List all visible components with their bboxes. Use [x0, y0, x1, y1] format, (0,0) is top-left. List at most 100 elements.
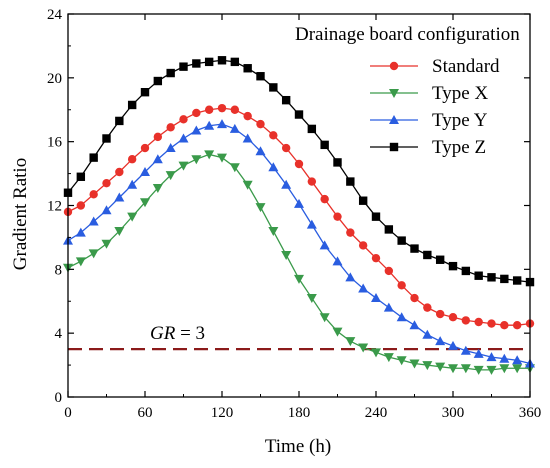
data-point-type-z	[192, 59, 201, 68]
data-point-type-x	[127, 212, 138, 222]
x-tick-label: 180	[288, 405, 311, 421]
data-point-type-y	[255, 146, 266, 156]
data-point-type-x	[242, 180, 253, 190]
data-point-type-y	[101, 205, 112, 215]
data-point-standard	[435, 309, 445, 319]
data-point-standard	[307, 177, 317, 186]
data-point-type-z	[281, 95, 291, 105]
legend-title: Drainage board configuration	[295, 24, 520, 45]
y-tick-label: 24	[47, 7, 63, 23]
axes-layer: 0 60 120 180 240 300 360 0 4 8 12 16 20 24	[47, 7, 541, 421]
data-point-type-y	[396, 312, 407, 322]
data-point-type-z	[487, 273, 496, 282]
data-point-standard	[76, 201, 86, 210]
data-point-type-x	[332, 327, 343, 337]
data-point-type-x	[165, 171, 176, 181]
data-point-type-z	[384, 225, 394, 234]
data-point-type-y	[127, 179, 138, 189]
data-point-type-y	[435, 336, 446, 346]
data-point-type-y	[114, 192, 125, 202]
legend-marker-type-x	[389, 89, 399, 98]
data-point-type-x	[358, 343, 369, 353]
data-point-type-y	[152, 154, 163, 164]
data-point-type-y	[88, 216, 99, 226]
series-type-y	[63, 119, 535, 368]
data-point-type-y	[178, 133, 189, 143]
data-point-type-x	[140, 198, 150, 208]
legend: Drainage board configuration Standard Typ…	[295, 24, 520, 158]
data-point-type-x	[191, 155, 202, 165]
data-point-type-x	[88, 249, 99, 259]
data-point-type-z	[204, 57, 214, 67]
data-point-type-y	[460, 345, 471, 355]
data-point-standard	[423, 303, 432, 312]
threshold-annotation-rest: = 3	[175, 323, 205, 344]
x-tick-label: 240	[365, 405, 388, 421]
data-point-type-z	[320, 140, 329, 150]
legend-item-type-z: Type Z	[370, 137, 486, 158]
data-point-type-x	[229, 163, 240, 173]
data-point-type-x	[345, 337, 356, 347]
data-point-standard	[461, 316, 471, 325]
data-point-type-z	[115, 116, 124, 126]
data-point-type-z	[346, 177, 355, 186]
data-point-type-x	[152, 183, 163, 193]
data-point-type-z	[127, 100, 137, 110]
data-point-type-y	[204, 120, 215, 130]
x-tick-label: 120	[211, 405, 234, 421]
data-point-standard	[333, 212, 342, 221]
legend-item-standard: Standard	[370, 56, 500, 77]
data-point-type-x	[422, 361, 433, 371]
data-point-type-x	[396, 356, 407, 366]
legend-marker-standard	[389, 61, 399, 71]
data-point-type-y	[499, 353, 510, 363]
data-point-type-z	[269, 83, 278, 92]
legend-label-standard: Standard	[432, 56, 500, 77]
legend-marker-type-z	[389, 142, 399, 152]
data-point-standard	[500, 320, 509, 330]
data-point-type-y	[281, 179, 292, 189]
data-point-type-x	[512, 364, 523, 374]
x-tick-label: 60	[138, 405, 153, 421]
data-point-standard	[166, 123, 175, 132]
data-point-type-x	[319, 313, 330, 323]
y-tick-label: 0	[55, 390, 63, 406]
data-point-type-x	[460, 364, 471, 374]
data-point-type-z	[243, 64, 252, 73]
data-point-type-z	[102, 134, 111, 143]
data-point-standard	[281, 143, 291, 153]
data-point-standard	[487, 319, 496, 328]
data-point-type-z	[307, 124, 317, 134]
data-point-standard	[346, 228, 355, 237]
data-point-standard	[256, 119, 265, 129]
threshold-annotation: GR = 3	[150, 323, 205, 344]
data-point-type-y	[268, 162, 279, 172]
series-line-type-x	[67, 153, 530, 371]
data-point-standard	[204, 105, 214, 114]
data-point-type-z	[166, 68, 175, 78]
data-point-standard	[140, 143, 150, 153]
data-point-type-x	[101, 239, 112, 249]
series-type-x	[63, 150, 535, 375]
data-point-type-x	[204, 150, 215, 160]
data-point-standard	[294, 159, 304, 169]
legend-marker-type-y	[389, 115, 399, 124]
y-axis-title: Gradient Ratio	[10, 158, 31, 270]
data-point-standard	[192, 108, 201, 118]
y-tick-label: 8	[55, 262, 63, 278]
data-point-type-x	[255, 203, 266, 213]
x-tick-label: 0	[64, 405, 72, 421]
data-point-type-y	[473, 348, 484, 358]
y-tick-label: 20	[47, 71, 62, 87]
data-point-type-y	[319, 240, 330, 250]
data-point-standard	[102, 178, 111, 188]
data-point-type-z	[140, 87, 150, 97]
series-standard	[63, 103, 535, 330]
y-tick-label: 16	[47, 135, 63, 151]
data-point-standard	[358, 241, 368, 250]
data-point-type-z	[500, 274, 509, 284]
data-point-type-x	[306, 294, 317, 304]
data-point-type-x	[486, 365, 497, 375]
data-point-type-z	[371, 212, 381, 221]
